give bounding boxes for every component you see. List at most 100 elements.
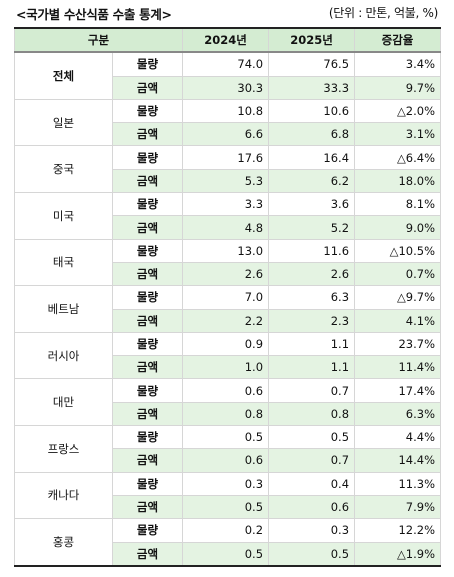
table-row: 금액 2.2 2.3 4.1%	[15, 308, 442, 333]
value-2024-cell: 6.6	[182, 122, 270, 147]
value-2025-cell: 2.6	[268, 261, 356, 287]
header-category: 구분	[13, 26, 184, 54]
change-rate-cell: 3.4%	[354, 51, 442, 77]
value-2024-cell: 0.5	[182, 541, 270, 567]
value-2024-cell: 13.0	[182, 238, 270, 263]
change-rate-cell: 17.4%	[354, 378, 442, 403]
value-2024-cell: 0.8	[182, 401, 270, 427]
value-2025-cell: 5.2	[268, 215, 356, 240]
change-rate-cell: 23.7%	[354, 331, 442, 357]
table-row: 캐나다 물량 0.3 0.4 11.3%	[14, 471, 442, 520]
metric-cell: 물량	[111, 285, 184, 310]
value-2024-cell: 4.8	[182, 215, 270, 240]
metric-cell: 물량	[111, 51, 184, 77]
value-2024-cell: 2.6	[182, 261, 270, 287]
value-2024-cell: 0.2	[182, 518, 270, 543]
header-2024: 2024년	[182, 26, 270, 54]
metric-cell: 금액	[111, 168, 184, 194]
change-rate-cell: △9.7%	[354, 285, 442, 310]
table-row: 미국 물량 3.3 3.6 8.1%	[14, 192, 442, 240]
metric-cell: 물량	[111, 378, 184, 403]
region-cell: 중국	[14, 145, 113, 194]
table-row: 금액 5.3 6.2 18.0%	[15, 168, 442, 194]
export-stats-table: 구분 2024년 2025년 증감율 전체 물량 74.0 76.5 3.4% 금액 30.…	[13, 26, 442, 567]
value-2024-cell: 1.0	[182, 355, 270, 380]
table-row: 금액 30.3 33.3 9.7%	[15, 75, 442, 100]
value-2025-cell: 2.3	[268, 308, 356, 333]
value-2024-cell: 10.8	[182, 98, 270, 124]
value-2024-cell: 5.3	[182, 168, 270, 194]
region-cell: 미국	[14, 192, 113, 240]
region-cell: 대만	[14, 378, 113, 427]
metric-cell: 물량	[111, 145, 184, 170]
value-2024-cell: 0.3	[182, 471, 270, 496]
table-row: 전체 물량 74.0 76.5 3.4%	[14, 51, 442, 100]
table-row: 금액 4.8 5.2 9.0%	[15, 215, 442, 240]
change-rate-cell: 18.0%	[354, 168, 442, 194]
value-2024-cell: 0.5	[182, 494, 270, 520]
region-cell: 러시아	[14, 331, 113, 380]
table-row: 베트남 물량 7.0 6.3 △9.7%	[14, 285, 442, 333]
region-cell: 홍콩	[14, 518, 113, 567]
region-cell: 프랑스	[14, 425, 113, 473]
table-row: 금액 0.5 0.6 7.9%	[15, 494, 442, 520]
table-row: 태국 물량 13.0 11.6 △10.5%	[14, 238, 442, 287]
header-row: 구분 2024년 2025년 증감율	[13, 26, 442, 54]
table-row: 금액 0.8 0.8 6.3%	[15, 401, 442, 427]
change-rate-cell: 9.7%	[354, 75, 442, 100]
value-2025-cell: 6.3	[268, 285, 356, 310]
value-2024-cell: 2.2	[182, 308, 270, 333]
value-2025-cell: 0.6	[268, 494, 356, 520]
table-row: 금액 1.0 1.1 11.4%	[15, 355, 442, 380]
table-row: 러시아 물량 0.9 1.1 23.7%	[14, 331, 442, 380]
value-2025-cell: 3.6	[268, 192, 356, 217]
table-row: 홍콩 물량 0.2 0.3 12.2%	[14, 518, 442, 567]
unit-note: (단위 : 만톤, 억불, %)	[328, 6, 438, 20]
value-2025-cell: 10.6	[268, 98, 356, 124]
value-2025-cell: 6.8	[268, 122, 356, 147]
change-rate-cell: 7.9%	[354, 494, 442, 520]
value-2025-cell: 0.7	[268, 378, 356, 403]
value-2025-cell: 0.7	[268, 448, 356, 473]
value-2024-cell: 3.3	[182, 192, 270, 217]
change-rate-cell: 0.7%	[354, 261, 442, 287]
metric-cell: 금액	[111, 75, 184, 100]
metric-cell: 금액	[111, 494, 184, 520]
value-2025-cell: 0.8	[268, 401, 356, 427]
metric-cell: 물량	[111, 331, 184, 357]
change-rate-cell: 9.0%	[354, 215, 442, 240]
metric-cell: 물량	[111, 425, 184, 450]
value-2024-cell: 0.6	[182, 448, 270, 473]
metric-cell: 금액	[111, 401, 184, 427]
value-2025-cell: 0.3	[268, 518, 356, 543]
change-rate-cell: 14.4%	[354, 448, 442, 473]
table-body: 전체 물량 74.0 76.5 3.4% 금액 30.3 33.3 9.7% 일본 물량 10.8 10…	[14, 51, 442, 567]
change-rate-cell: 11.3%	[354, 471, 442, 496]
region-cell: 태국	[14, 238, 113, 287]
value-2025-cell: 11.6	[268, 238, 356, 263]
change-rate-cell: △2.0%	[354, 98, 442, 124]
table-row: 금액 0.5 0.5 △1.9%	[15, 541, 442, 567]
table-row: 일본 물량 10.8 10.6 △2.0%	[14, 98, 442, 147]
header-change-rate: 증감율	[354, 26, 442, 54]
value-2024-cell: 0.5	[182, 425, 270, 450]
change-rate-cell: 3.1%	[354, 122, 442, 147]
value-2025-cell: 1.1	[268, 355, 356, 380]
metric-cell: 금액	[111, 355, 184, 380]
header-2025: 2025년	[268, 26, 356, 54]
table-row: 금액 2.6 2.6 0.7%	[15, 261, 442, 287]
value-2024-cell: 7.0	[182, 285, 270, 310]
change-rate-cell: 4.1%	[354, 308, 442, 333]
value-2025-cell: 33.3	[268, 75, 356, 100]
metric-cell: 금액	[111, 215, 184, 240]
region-cell: 베트남	[14, 285, 113, 333]
change-rate-cell: △6.4%	[354, 145, 442, 170]
region-cell: 전체	[14, 51, 113, 100]
metric-cell: 금액	[111, 308, 184, 333]
value-2025-cell: 0.5	[268, 541, 356, 567]
change-rate-cell: △10.5%	[354, 238, 442, 263]
region-cell: 캐나다	[14, 471, 113, 520]
change-rate-cell: 12.2%	[354, 518, 442, 543]
metric-cell: 물량	[111, 518, 184, 543]
metric-cell: 물량	[111, 471, 184, 496]
